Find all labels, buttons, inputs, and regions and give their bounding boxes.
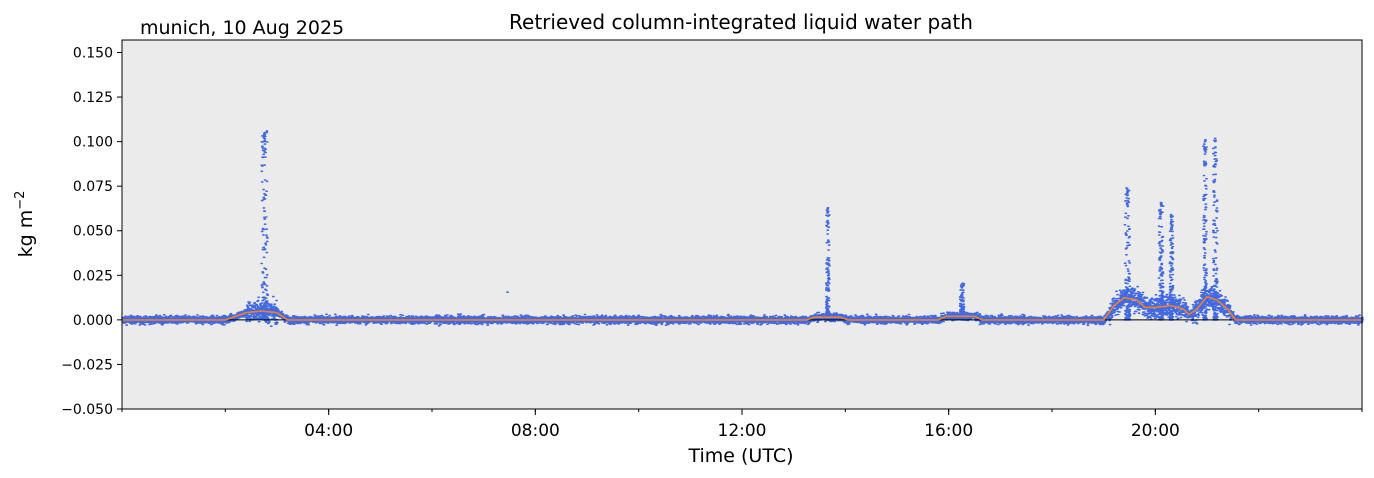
- smoothed-series-line: [122, 295, 1362, 321]
- y-tick-label: 0.000: [73, 313, 113, 329]
- y-tick-label: 0.025: [73, 268, 113, 284]
- x-tick-label: 12:00: [718, 421, 767, 441]
- plot-background: [122, 40, 1362, 409]
- x-tick-label: 20:00: [1131, 421, 1180, 441]
- y-tick-label: −0.025: [61, 357, 113, 373]
- chart-subtitle: munich, 10 Aug 2025: [140, 17, 344, 39]
- y-axis-label-base: kg m: [15, 210, 37, 258]
- x-axis-ticks: 04:00 08:00 12:00 16:00 20:00: [121, 409, 1363, 441]
- y-tick-label: 0.050: [73, 224, 113, 240]
- y-tick-label: 0.125: [73, 90, 113, 106]
- x-tick-label: 16:00: [924, 421, 973, 441]
- x-tick-label: 04:00: [304, 421, 353, 441]
- y-tick-label: 0.100: [73, 135, 113, 151]
- y-axis-ticks: 0.150 0.125 0.100 0.075 0.050 0.025 0.000 −0.02…: [61, 45, 122, 418]
- y-tick-label: 0.150: [73, 45, 113, 61]
- y-axis-label-exponent: −2: [13, 191, 28, 210]
- x-axis-label: Time (UTC): [687, 445, 793, 467]
- y-axis-label: kg m−2: [13, 191, 37, 258]
- chart-title: Retrieved column-integrated liquid water…: [509, 10, 973, 34]
- x-tick-label: 08:00: [511, 421, 560, 441]
- y-tick-label: 0.075: [73, 179, 113, 195]
- y-tick-label: −0.050: [61, 402, 113, 418]
